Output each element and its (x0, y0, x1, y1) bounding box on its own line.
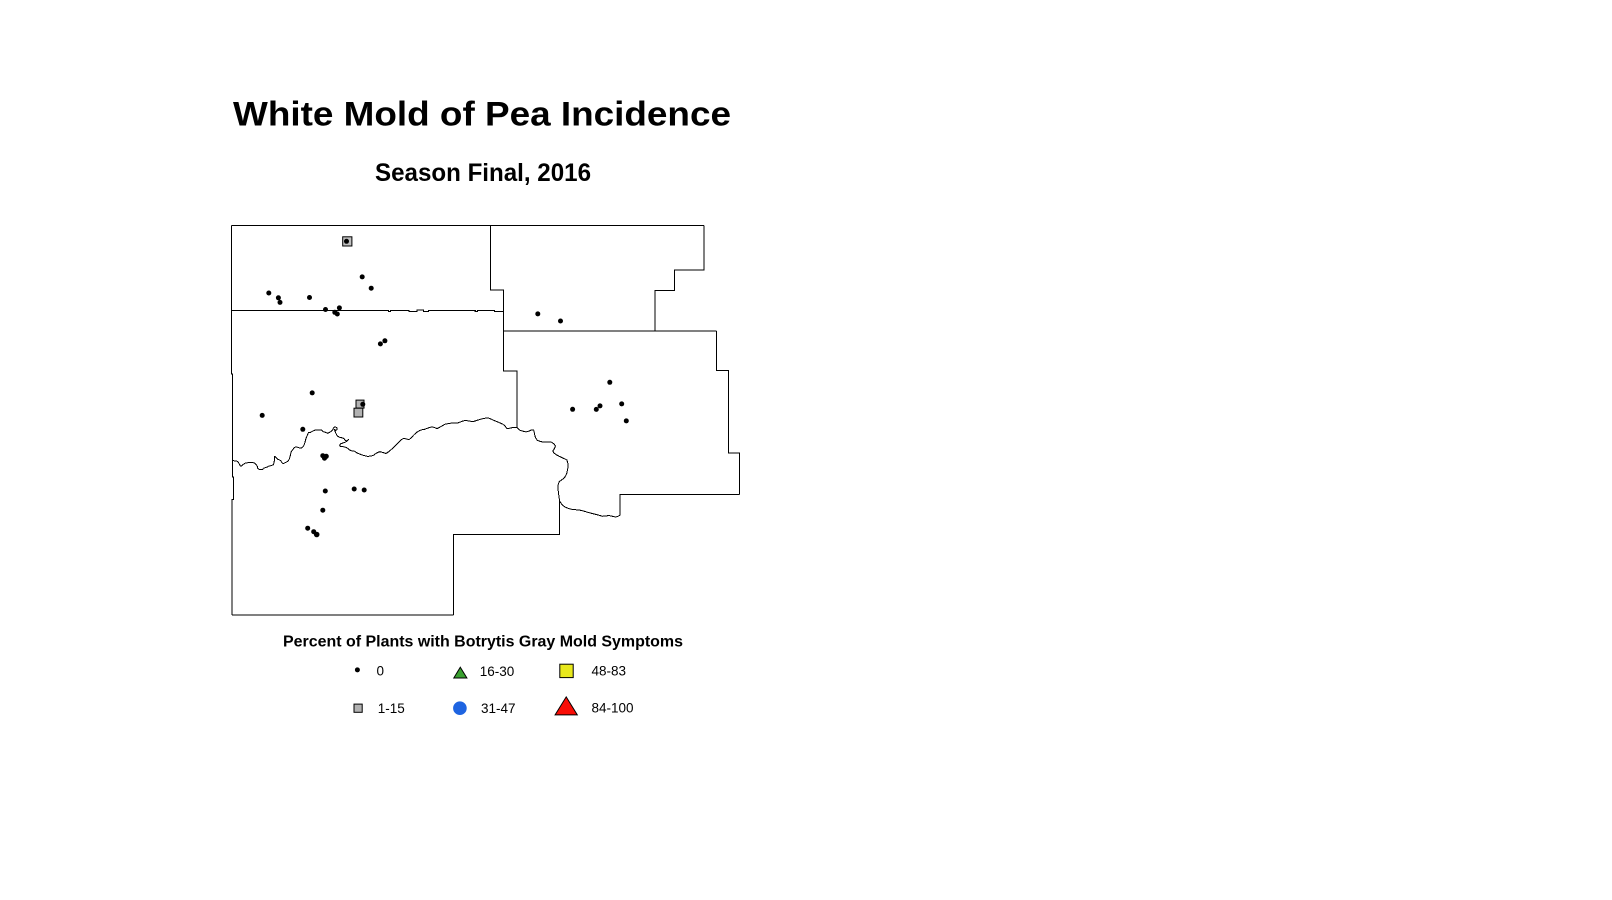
svg-text:48-83: 48-83 (592, 664, 627, 679)
svg-text:Percent of Plants with Botryti: Percent of Plants with Botrytis Gray Mol… (283, 633, 683, 650)
svg-text:White Mold of Pea Incidence: White Mold of Pea Incidence (233, 96, 731, 134)
svg-text:31-47: 31-47 (481, 701, 516, 716)
svg-text:Season Final, 2016: Season Final, 2016 (375, 159, 591, 187)
svg-text:0: 0 (377, 664, 385, 679)
svg-text:16-30: 16-30 (480, 664, 515, 679)
svg-text:84-100: 84-100 (592, 701, 634, 716)
svg-text:1-15: 1-15 (378, 701, 405, 716)
